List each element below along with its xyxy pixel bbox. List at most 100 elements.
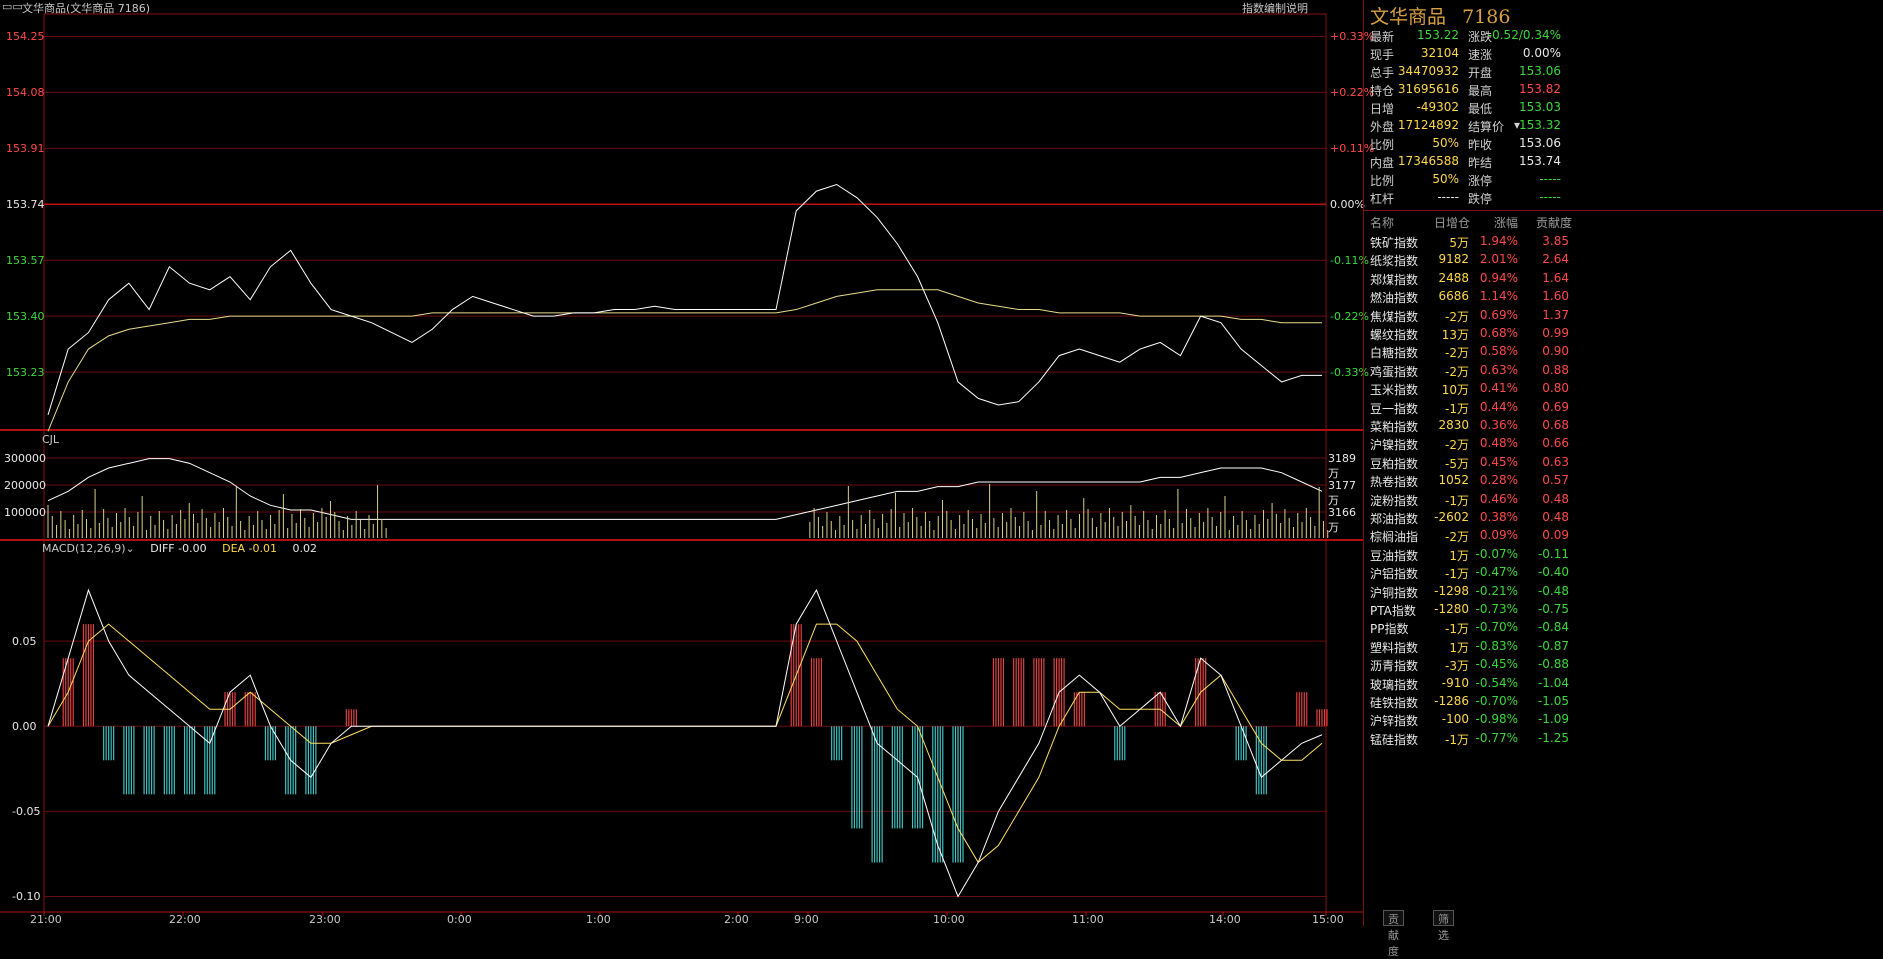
component-change: -0.73% xyxy=(1475,602,1518,616)
component-row[interactable]: 热卷指数 1052 0.28% 0.57 xyxy=(1364,472,1883,490)
component-change: -0.45% xyxy=(1475,657,1518,672)
component-contribution: -0.11 xyxy=(1537,546,1569,561)
component-row[interactable]: 白糖指数 -2万 0.58% 0.90 xyxy=(1364,343,1883,361)
quote-panel: 文华商品 7186 最新 153.22 涨跌 -0.52/0.34% 现手 32104 速涨… xyxy=(1363,0,1883,926)
component-name: 燃油指数 xyxy=(1370,291,1419,306)
component-name: 郑煤指数 xyxy=(1370,272,1419,287)
component-row[interactable]: 郑油指数 -2602 0.38% 0.48 xyxy=(1364,509,1883,527)
component-row[interactable]: 锰硅指数 -1万 -0.77% -1.25 xyxy=(1364,730,1883,748)
quote-label: 速涨 xyxy=(1468,48,1493,62)
time-axis-label: 9:00 xyxy=(794,913,819,926)
component-name: PTA指数 xyxy=(1370,604,1416,618)
quote-label: 涨跌 xyxy=(1468,30,1493,44)
component-name: 鸡蛋指数 xyxy=(1370,364,1419,379)
time-axis-label: 22:00 xyxy=(169,913,201,926)
quote-value: ----- xyxy=(1539,190,1561,204)
quote-value: ----- xyxy=(1437,190,1459,204)
chart-area[interactable]: ▭▭ 文华商品(文华商品 7186) 指数编制说明 154.25 +0.33% 15… xyxy=(0,0,1374,926)
component-change: 0.09% xyxy=(1479,528,1518,543)
component-row[interactable]: 豆粕指数 -5万 0.45% 0.63 xyxy=(1364,454,1883,472)
component-change: 1.14% xyxy=(1479,289,1518,304)
component-oi-change: -1万 xyxy=(1445,493,1469,508)
component-row[interactable]: 纸浆指数 9182 2.01% 2.64 xyxy=(1364,251,1883,269)
component-row[interactable]: 菜粕指数 2830 0.36% 0.68 xyxy=(1364,417,1883,435)
component-row[interactable]: 郑煤指数 2488 0.94% 1.64 xyxy=(1364,270,1883,288)
chevron-down-icon[interactable]: ⌄ xyxy=(125,542,135,555)
index-info-link[interactable]: 指数编制说明 xyxy=(1242,2,1308,15)
component-contribution: 0.90 xyxy=(1542,344,1569,359)
component-change: -0.98% xyxy=(1475,712,1518,727)
header-contrib[interactable]: 贡献度 xyxy=(1536,216,1573,230)
component-row[interactable]: 沪铜指数 -1298 -0.21% -0.48 xyxy=(1364,583,1883,601)
component-oi-change: 1052 xyxy=(1438,473,1469,488)
price-axis-label: 153.23 xyxy=(6,366,45,380)
quote-value: -49302 xyxy=(1416,100,1459,114)
component-row[interactable]: 豆油指数 1万 -0.07% -0.11 xyxy=(1364,546,1883,564)
macd-dea: DEA -0.01 xyxy=(222,542,277,555)
component-oi-change: -1万 xyxy=(1445,622,1469,637)
component-row[interactable]: 豆一指数 -1万 0.44% 0.69 xyxy=(1364,399,1883,417)
component-name: 沪铝指数 xyxy=(1370,567,1419,582)
time-axis-label: 14:00 xyxy=(1209,913,1241,926)
component-change: -0.77% xyxy=(1475,730,1518,745)
component-row[interactable]: 玻璃指数 -910 -0.54% -1.04 xyxy=(1364,675,1883,693)
component-row[interactable]: 沪锌指数 -100 -0.98% -1.09 xyxy=(1364,711,1883,729)
component-contribution: 0.57 xyxy=(1542,473,1569,488)
component-row[interactable]: 铁矿指数 5万 1.94% 3.85 xyxy=(1364,233,1883,251)
quote-value: 17124892 xyxy=(1397,118,1459,132)
component-row[interactable]: 螺纹指数 13万 0.68% 0.99 xyxy=(1364,325,1883,343)
component-row[interactable]: 燃油指数 6686 1.14% 1.60 xyxy=(1364,288,1883,306)
component-contribution: 0.99 xyxy=(1542,326,1569,340)
time-axis-label: 2:00 xyxy=(724,913,749,926)
header-chg[interactable]: 涨幅 xyxy=(1494,216,1519,230)
component-row[interactable]: 塑料指数 1万 -0.83% -0.87 xyxy=(1364,638,1883,656)
macd-label[interactable]: MACD(12,26,9) xyxy=(42,542,126,555)
component-row[interactable]: 鸡蛋指数 -2万 0.63% 0.88 xyxy=(1364,362,1883,380)
oi-axis-label: 3166万 xyxy=(1328,506,1356,534)
component-name: 沪镍指数 xyxy=(1370,438,1419,453)
quote-label: 最高 xyxy=(1468,84,1493,98)
component-row[interactable]: 淀粉指数 -1万 0.46% 0.48 xyxy=(1364,491,1883,509)
quote-label: 外盘 xyxy=(1370,120,1395,134)
quote-value: 153.74 xyxy=(1519,154,1561,168)
header-oi[interactable]: 日增仓 xyxy=(1434,216,1471,230)
quote-value: 153.22 xyxy=(1417,28,1459,42)
macd-value: 0.02 xyxy=(292,542,318,555)
window-menu-icon[interactable]: ▭▭ xyxy=(2,0,23,13)
time-axis-label: 0:00 xyxy=(447,913,472,926)
component-row[interactable]: 沪铝指数 -1万 -0.47% -0.40 xyxy=(1364,564,1883,582)
quote-row: 总手 34470932 开盘 153.06 xyxy=(1364,63,1883,81)
oi-axis-label: 3189万 xyxy=(1328,452,1356,480)
tab-contribution[interactable]: 贡献度 xyxy=(1383,910,1404,958)
macd-panel-header: MACD(12,26,9)⌄ DIFF -0.00 DEA -0.01 0.02 xyxy=(42,542,317,555)
component-change: 0.58% xyxy=(1479,344,1518,359)
component-row[interactable]: 沪镍指数 -2万 0.48% 0.66 xyxy=(1364,435,1883,453)
component-row[interactable]: 棕榈油指 -2万 0.09% 0.09 xyxy=(1364,527,1883,545)
component-oi-change: -3万 xyxy=(1445,659,1469,674)
component-row[interactable]: PTA指数 -1280 -0.73% -0.75 xyxy=(1364,601,1883,619)
component-row[interactable]: 玉米指数 10万 0.41% 0.80 xyxy=(1364,380,1883,398)
header-name[interactable]: 名称 xyxy=(1370,216,1395,230)
component-contribution: 0.48 xyxy=(1542,491,1569,506)
component-row[interactable]: PP指数 -1万 -0.70% -0.84 xyxy=(1364,619,1883,637)
component-row[interactable]: 硅铁指数 -1286 -0.70% -1.05 xyxy=(1364,693,1883,711)
quote-label: 开盘 xyxy=(1468,66,1493,80)
price-line xyxy=(47,183,1322,415)
quote-label: 结算价 xyxy=(1468,120,1505,134)
quote-value: 153.32 xyxy=(1519,118,1561,132)
component-change: -0.47% xyxy=(1475,565,1518,580)
quote-label: 最新 xyxy=(1370,30,1395,44)
tab-filter[interactable]: 筛选 xyxy=(1433,910,1454,942)
time-axis-label: 1:00 xyxy=(586,913,611,926)
component-row[interactable]: 沥青指数 -3万 -0.45% -0.88 xyxy=(1364,656,1883,674)
macd-axis-label: -0.10 xyxy=(12,890,41,904)
component-oi-change: -2万 xyxy=(1445,346,1469,361)
component-oi-change: -1298 xyxy=(1434,583,1469,598)
component-row[interactable]: 焦煤指数 -2万 0.69% 1.37 xyxy=(1364,307,1883,325)
component-oi-change: -2万 xyxy=(1445,364,1469,379)
time-axis-label: 23:00 xyxy=(309,913,341,926)
component-name: 棕榈油指 xyxy=(1370,530,1419,545)
pct-axis-label: 0.00% xyxy=(1330,198,1365,212)
dropdown-arrow-icon[interactable]: ▾ xyxy=(1514,118,1521,132)
component-oi-change: -2万 xyxy=(1445,309,1469,324)
